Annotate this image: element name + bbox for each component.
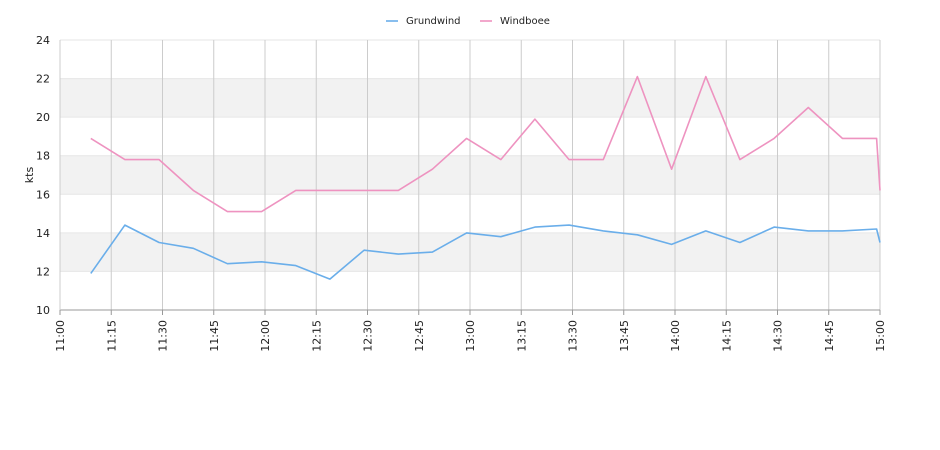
y-tick-label: 20 [36, 111, 50, 124]
x-tick-label: 14:00 [669, 320, 682, 352]
x-tick-label: 14:15 [720, 320, 733, 352]
x-tick-label: 13:45 [618, 320, 631, 352]
series-layer [90, 75, 881, 280]
legend-item-grundwind[interactable]: Grundwind [386, 16, 461, 27]
grid-lines [59, 39, 881, 311]
x-tick-label: 14:45 [823, 320, 836, 352]
x-tick-label: 12:45 [413, 320, 426, 352]
legend-label: Grundwind [406, 16, 461, 27]
x-tick-label: 14:30 [772, 320, 785, 352]
x-tick-label: 11:15 [105, 320, 118, 352]
x-tick-label: 15:00 [874, 320, 887, 352]
series-line-windboee [90, 75, 881, 213]
x-tick-label: 13:15 [515, 320, 528, 352]
y-tick-label: 14 [36, 227, 50, 240]
y-axis-label: kts [23, 167, 36, 184]
x-tick-label: 11:30 [157, 320, 170, 352]
x-tick-label: 13:30 [567, 320, 580, 352]
x-tick-label: 12:15 [310, 320, 323, 352]
y-tick-label: 24 [36, 34, 50, 47]
legend-item-windboee[interactable]: Windboee [480, 16, 550, 27]
axes: 10 12 14 16 18 20 22 24 11:00 11:15 11:30 11:45 12:0… [36, 34, 887, 352]
x-tick-label: 12:30 [362, 320, 375, 352]
x-tick-label: 12:00 [259, 320, 272, 352]
x-tick-label: 13:00 [464, 320, 477, 352]
y-tick-label: 10 [36, 304, 50, 317]
legend[interactable]: Grundwind Windboee [386, 16, 550, 27]
x-tick-label: 11:45 [208, 320, 221, 352]
x-tick-label: 11:00 [54, 320, 67, 352]
y-tick-label: 16 [36, 188, 50, 201]
y-tick-label: 18 [36, 150, 50, 163]
y-tick-label: 12 [36, 265, 50, 278]
legend-label: Windboee [500, 16, 550, 27]
y-tick-label: 22 [36, 73, 50, 86]
series-line-grundwind [90, 224, 881, 280]
